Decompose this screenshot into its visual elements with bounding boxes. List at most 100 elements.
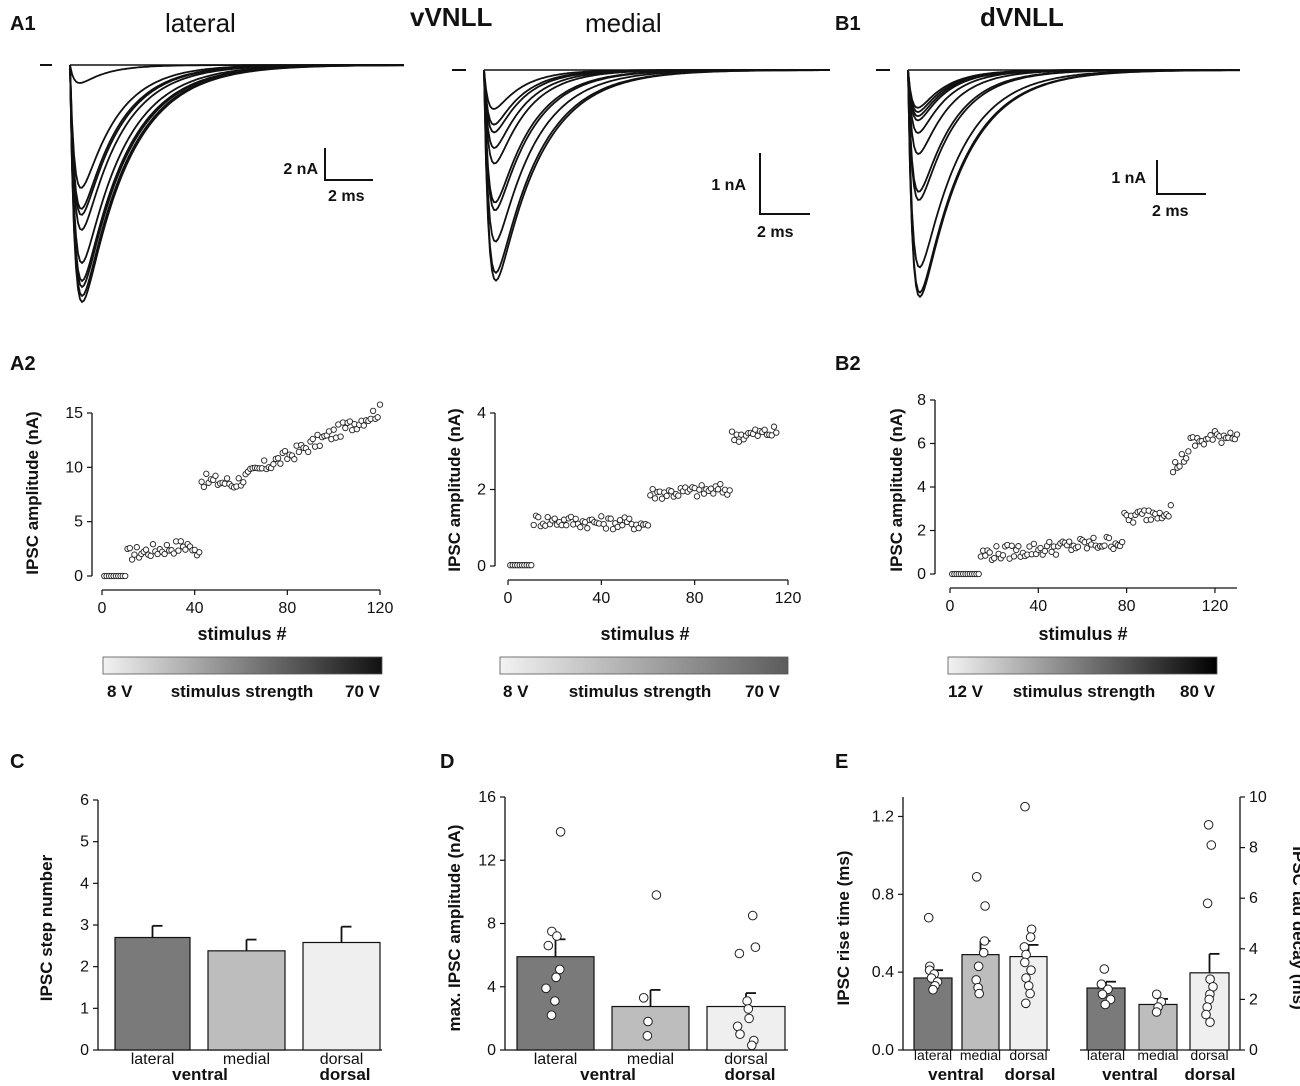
data-point (572, 515, 579, 523)
data-point (1156, 509, 1163, 517)
group-label-dorsal: dorsal (1184, 1065, 1235, 1084)
data-point (973, 961, 984, 972)
data-point (668, 488, 675, 495)
data-point (369, 407, 377, 415)
scale-y-label-dvnll: 1 nA (1111, 170, 1146, 187)
gradient-center-label: stimulus strength (171, 682, 314, 701)
data-point (309, 435, 316, 443)
data-point (1008, 542, 1015, 549)
data-point (360, 422, 367, 429)
data-point (1110, 545, 1117, 553)
data-point (1201, 1009, 1211, 1020)
data-point (1025, 988, 1035, 999)
data-point (1185, 448, 1192, 455)
data-point (770, 423, 778, 430)
y-tick-label: 1.2 (872, 808, 894, 825)
group-label-ventral: ventral (580, 1065, 636, 1084)
x-tick-label: 80 (278, 600, 296, 617)
data-point (1227, 429, 1234, 436)
y-tick-label: 0 (477, 558, 486, 575)
x-tick-label: 120 (367, 600, 394, 617)
y-tick-label: 2 (917, 523, 926, 540)
data-point (122, 572, 129, 580)
ipsc-trace (69, 64, 404, 265)
group-label-dorsal: dorsal (319, 1065, 370, 1084)
y-tick-label: 8 (1249, 840, 1258, 857)
trace-title-lateral: lateral (165, 8, 236, 38)
y-axis-label: IPSC amplitude (nA) (23, 411, 42, 574)
gradient-left-label: 8 V (107, 682, 133, 701)
data-point (1209, 436, 1216, 443)
data-point (291, 456, 298, 463)
data-point (551, 972, 561, 983)
data-point (240, 479, 247, 486)
y-tick-label: 4 (477, 405, 486, 422)
data-point (647, 492, 654, 499)
data-point (281, 447, 289, 455)
data-point (732, 1021, 743, 1032)
group-label-ventral: ventral (172, 1065, 228, 1084)
y-tick-label: 1 (80, 1000, 89, 1017)
data-point (337, 433, 344, 440)
data-point (643, 1016, 653, 1027)
category-label: dorsal (724, 1051, 768, 1068)
data-point (1233, 431, 1241, 438)
category-label: lateral (1087, 1047, 1125, 1063)
data-point (928, 984, 938, 995)
data-point (203, 470, 210, 477)
gradient-right-label: 70 V (345, 682, 381, 701)
data-point (261, 457, 268, 464)
data-point (535, 514, 542, 521)
data-point (626, 515, 633, 522)
data-point (295, 448, 303, 456)
data-point (1023, 981, 1034, 991)
category-label: lateral (534, 1051, 578, 1068)
panel-label-b1: B1 (835, 13, 861, 35)
data-point (1020, 801, 1030, 812)
data-point (663, 492, 670, 500)
data-point (1203, 820, 1214, 830)
data-point (999, 552, 1007, 559)
ipsc-trace (483, 69, 830, 150)
data-point (555, 964, 565, 975)
scale-x-label-dvnll: 2 ms (1152, 203, 1189, 220)
data-point (552, 931, 562, 941)
data-point (235, 475, 242, 482)
data-point (541, 983, 551, 994)
data-point (750, 942, 761, 953)
group-label-vvnll: vVNLL (410, 2, 492, 32)
data-point (149, 541, 157, 548)
bar-chart-e-tau: IPSC tau decay (ms) 0 2 4 6 8 10 lateral medial… (1080, 789, 1300, 1084)
gradient-left-label: 12 V (948, 682, 984, 701)
scale-y-label-lateral: 2 nA (283, 161, 318, 178)
data-point (744, 1013, 754, 1024)
bar-chart-c: IPSC step number 0 1 2 3 4 5 6 lateral medial dor… (37, 792, 382, 1084)
data-point (270, 461, 277, 468)
data-point (743, 1004, 754, 1014)
data-point (1074, 543, 1082, 550)
y-tick-label: 8 (917, 392, 926, 409)
panel-label-a2: A2 (10, 353, 36, 375)
scatter-a2-medial: stimulus # IPSC amplitude (nA) 0 40 80 120 0… (445, 405, 801, 644)
data-point (1151, 1007, 1162, 1017)
data-point (551, 515, 558, 522)
y-tick-label: 0.0 (872, 1042, 894, 1059)
data-point (1026, 965, 1036, 976)
data-point (200, 483, 208, 491)
data-point (376, 401, 384, 408)
x-tick-label: 0 (504, 590, 513, 607)
data-point (177, 538, 184, 545)
trace-title-medial: medial (585, 8, 662, 38)
data-point (584, 525, 591, 532)
x-tick-label: 120 (775, 590, 802, 607)
data-point (923, 912, 934, 923)
ipsc-trace (907, 69, 1240, 269)
panel-label-e: E (835, 751, 848, 773)
data-point (651, 495, 659, 502)
data-point (651, 890, 662, 900)
data-point (1083, 545, 1091, 552)
data-point (1202, 898, 1213, 909)
data-point (131, 551, 138, 558)
ipsc-trace (483, 69, 830, 126)
data-point (728, 428, 736, 435)
